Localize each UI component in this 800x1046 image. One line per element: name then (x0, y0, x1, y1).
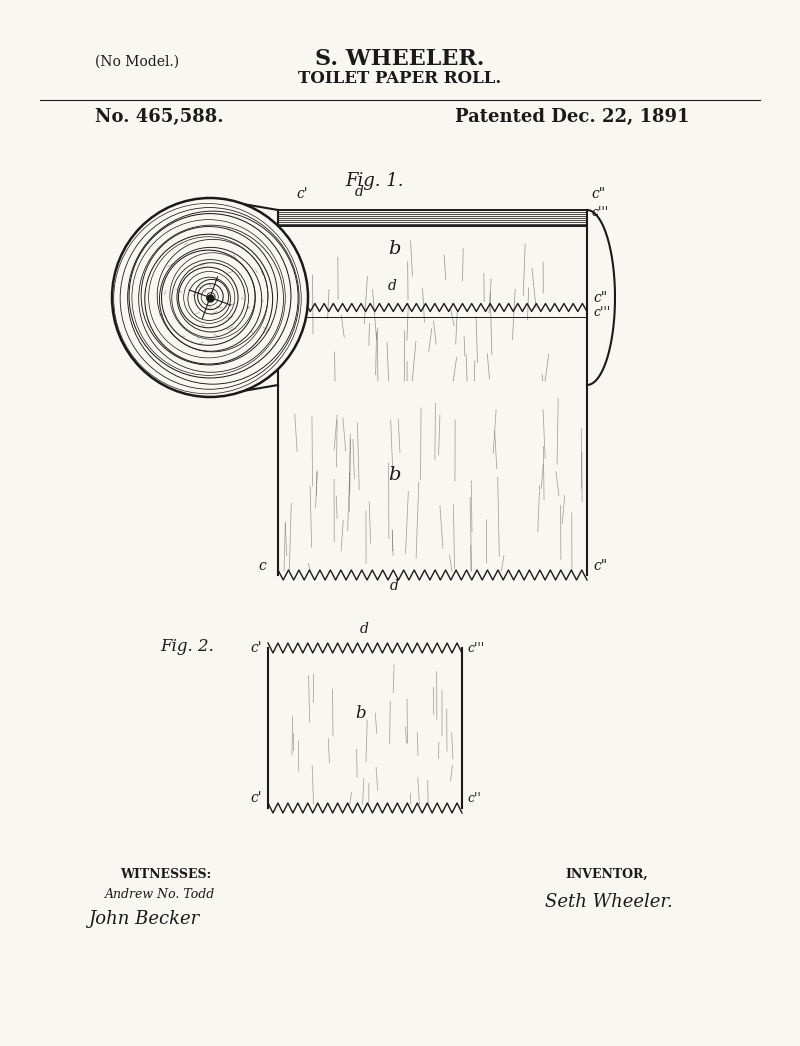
Text: Seth Wheeler.: Seth Wheeler. (545, 893, 673, 911)
Text: c': c' (296, 187, 308, 201)
Text: b: b (355, 705, 366, 722)
Text: Andrew No. Todd: Andrew No. Todd (105, 888, 215, 901)
Text: c": c" (593, 559, 607, 573)
Ellipse shape (112, 198, 308, 397)
Text: WITNESSES:: WITNESSES: (120, 868, 211, 881)
Text: S. WHEELER.: S. WHEELER. (315, 48, 485, 70)
Text: c': c' (250, 641, 262, 655)
Text: c: c (258, 559, 266, 573)
Text: c: c (254, 291, 262, 304)
Text: John Becker: John Becker (88, 910, 199, 928)
Text: d: d (360, 622, 369, 636)
Text: d: d (390, 579, 399, 593)
Text: TOILET PAPER ROLL.: TOILET PAPER ROLL. (298, 70, 502, 87)
Text: c': c' (250, 791, 262, 805)
Text: c''': c''' (593, 306, 610, 319)
Text: c": c" (593, 291, 607, 304)
Text: c'': c'' (467, 792, 481, 805)
Text: No. 465,588.: No. 465,588. (95, 108, 224, 126)
Text: c''': c''' (591, 206, 608, 219)
Text: Fig. 1.: Fig. 1. (346, 172, 404, 190)
Text: e: e (218, 283, 226, 296)
Text: d: d (355, 185, 364, 199)
Text: Patented Dec. 22, 1891: Patented Dec. 22, 1891 (455, 108, 690, 126)
Text: d: d (388, 278, 397, 293)
Text: b: b (388, 240, 401, 257)
Text: c": c" (591, 187, 605, 201)
Text: Fig. 2.: Fig. 2. (160, 638, 214, 655)
Text: c''': c''' (467, 642, 484, 655)
Text: b: b (388, 467, 401, 484)
Text: INVENTOR,: INVENTOR, (565, 868, 648, 881)
Text: f: f (215, 300, 220, 314)
Text: c': c' (254, 304, 266, 318)
Text: a: a (158, 269, 167, 282)
Text: (No Model.): (No Model.) (95, 55, 179, 69)
